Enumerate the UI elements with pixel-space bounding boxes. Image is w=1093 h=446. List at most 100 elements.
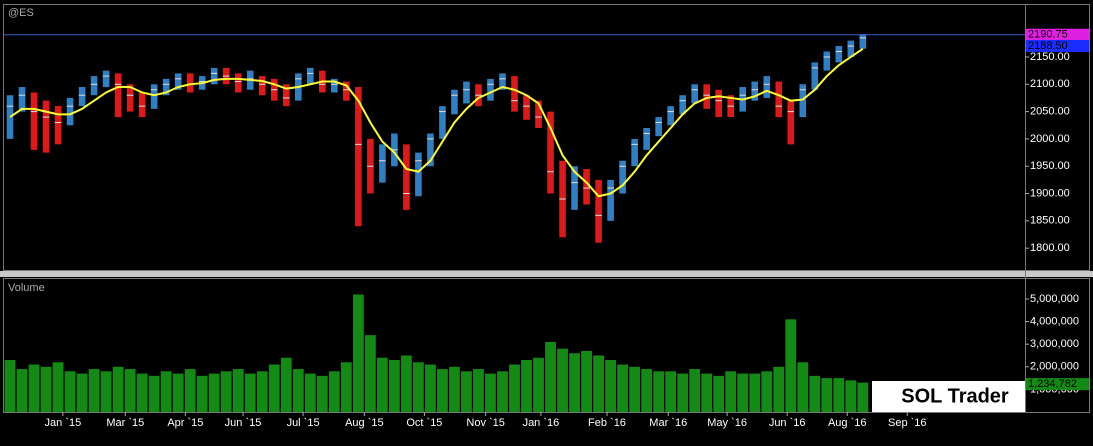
volume-bar xyxy=(449,366,460,412)
y-tick-label: 5,000,000 xyxy=(1030,293,1079,305)
volume-bar xyxy=(364,335,376,412)
volume-bar xyxy=(4,360,16,412)
x-tick-label: Jan `15 xyxy=(45,417,82,429)
y-tick-label: 1900.00 xyxy=(1030,187,1070,199)
volume-bar xyxy=(737,373,749,412)
volume-bar xyxy=(76,373,88,412)
volume-bar xyxy=(665,371,677,412)
volume-bar xyxy=(292,369,304,412)
x-tick-label: Apr `15 xyxy=(167,417,203,429)
volume-bar xyxy=(821,378,833,412)
volume-bar xyxy=(280,357,292,412)
volume-bar xyxy=(437,369,448,412)
volume-bar xyxy=(388,360,400,412)
volume-bar xyxy=(268,364,280,412)
volume-bar xyxy=(473,369,484,412)
volume-bar xyxy=(809,375,821,412)
volume-bar xyxy=(617,364,629,412)
price-panel-border xyxy=(3,4,1090,271)
volume-bar xyxy=(845,380,857,412)
volume-panel-border xyxy=(3,278,1090,413)
volume-bar xyxy=(196,375,208,412)
volume-bar xyxy=(316,375,328,412)
y-tick-label: 2100.00 xyxy=(1030,78,1070,90)
y-tick-label: 2000.00 xyxy=(1030,133,1070,145)
volume-bar xyxy=(52,362,64,412)
volume-bar xyxy=(521,360,532,412)
volume-bar xyxy=(28,364,40,412)
volume-bar xyxy=(713,375,725,412)
volume-bar xyxy=(328,371,340,412)
x-tick-label: Jan `16 xyxy=(523,417,560,429)
y-tick-label: 4,000,000 xyxy=(1030,315,1079,327)
volume-bar xyxy=(352,294,364,412)
volume-bar xyxy=(497,371,508,412)
volume-bar xyxy=(725,371,737,412)
volume-bar xyxy=(653,371,665,412)
volume-bar xyxy=(304,373,316,412)
y-tick-label: 1850.00 xyxy=(1030,215,1070,227)
x-tick-label: Feb `16 xyxy=(588,417,626,429)
volume-bar xyxy=(605,360,616,412)
volume-bar xyxy=(112,366,124,412)
x-tick-label: Mar `15 xyxy=(106,417,144,429)
volume-bar xyxy=(545,341,556,412)
price-marker-box xyxy=(1026,39,1089,52)
volume-bar xyxy=(581,350,592,412)
price-marker-label: 2188.50 xyxy=(1028,40,1068,52)
y-tick-label: 2,000,000 xyxy=(1030,361,1079,373)
volume-bar xyxy=(16,369,28,412)
volume-bar xyxy=(256,371,268,412)
volume-bar xyxy=(689,369,701,412)
volume-bar xyxy=(160,371,172,412)
volume-bar xyxy=(184,369,196,412)
volume-bar xyxy=(376,357,388,412)
y-tick-label: 3,000,000 xyxy=(1030,338,1079,350)
volume-bar xyxy=(629,366,641,412)
y-tick-label: 1950.00 xyxy=(1030,160,1070,172)
volume-title: Volume xyxy=(8,282,45,294)
watermark-box xyxy=(872,381,1025,412)
y-tick-label: 2150.00 xyxy=(1030,51,1070,63)
volume-bar xyxy=(569,353,580,412)
volume-bar xyxy=(461,371,472,412)
volume-bar xyxy=(400,355,412,412)
x-tick-label: Aug `16 xyxy=(828,417,867,429)
x-tick-label: Sep `16 xyxy=(888,417,927,429)
volume-bar xyxy=(701,373,713,412)
volume-bar xyxy=(40,366,52,412)
watermark: SOL Trader xyxy=(901,385,1009,407)
volume-bar xyxy=(593,355,604,412)
x-tick-label: Jun `16 xyxy=(769,417,806,429)
x-tick-label: Oct `15 xyxy=(406,417,442,429)
volume-bar xyxy=(677,373,689,412)
volume-bar xyxy=(136,373,148,412)
volume-bar xyxy=(340,362,352,412)
volume-bar xyxy=(857,382,869,412)
x-tick-label: May `16 xyxy=(707,417,747,429)
y-tick-label: 2050.00 xyxy=(1030,106,1070,118)
symbol-label: @ES xyxy=(8,7,34,19)
volume-bar xyxy=(64,371,76,412)
volume-bar xyxy=(100,371,112,412)
x-tick-label: Jun `15 xyxy=(225,417,262,429)
volume-bar xyxy=(244,373,256,412)
last-volume-label: 1,234,782 xyxy=(1028,378,1077,390)
volume-bar xyxy=(533,357,544,412)
volume-bar xyxy=(425,364,436,412)
volume-bar xyxy=(485,373,496,412)
volume-bar xyxy=(773,366,785,412)
volume-bar xyxy=(208,373,220,412)
volume-bar xyxy=(797,362,809,412)
volume-bar xyxy=(509,364,520,412)
volume-bar xyxy=(148,375,160,412)
panel-separator xyxy=(0,271,1093,277)
x-tick-label: Nov `15 xyxy=(466,417,505,429)
x-tick-label: Aug `15 xyxy=(345,417,384,429)
price-marker-label: 2190.75 xyxy=(1028,29,1068,41)
x-tick-label: Jul `15 xyxy=(287,417,320,429)
volume-bar xyxy=(833,378,845,412)
volume-bar xyxy=(124,369,136,412)
x-tick-label: Mar `16 xyxy=(649,417,687,429)
